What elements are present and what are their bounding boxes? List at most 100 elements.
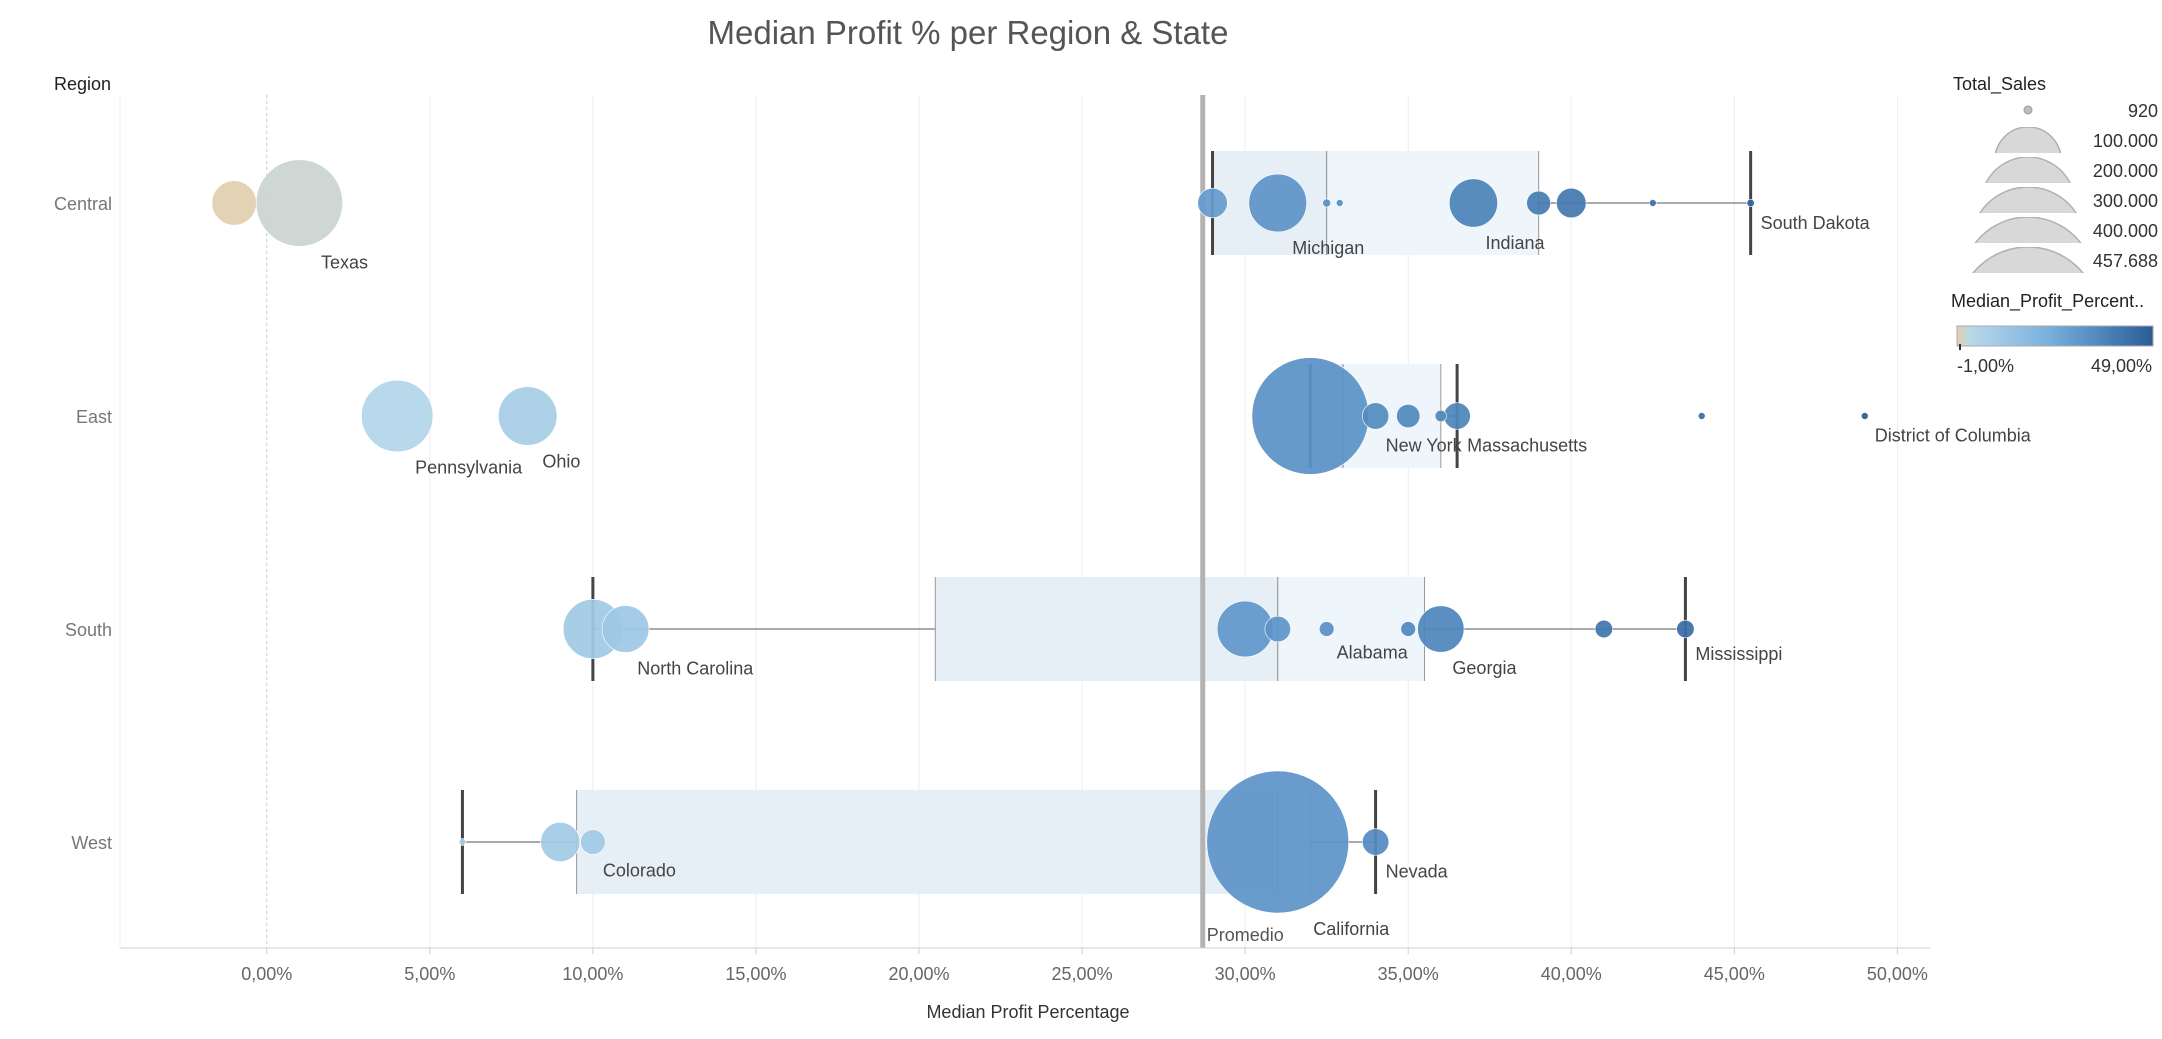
size-legend: 920 100.000 200.000 300.000 400.000 457.688 [1972, 101, 2158, 273]
data-point [1526, 190, 1551, 216]
box-lower [576, 790, 1278, 894]
data-point [1400, 621, 1416, 637]
size-legend-mark [1972, 247, 2084, 273]
size-legend-item: 457.688 [1972, 247, 2158, 273]
data-point [498, 386, 558, 446]
state-label: Colorado [603, 860, 676, 880]
size-legend-item: 200.000 [1985, 157, 2158, 183]
legend: Total_Sales 920 100.000 200.000 300.000 400.… [1951, 74, 2158, 376]
state-label: Mississippi [1695, 644, 1782, 664]
size-legend-item: 300.000 [1979, 187, 2158, 213]
region-label: East [76, 407, 112, 427]
data-point [1448, 178, 1498, 228]
data-point [1434, 409, 1447, 423]
data-point [1676, 619, 1695, 639]
state-label: Alabama [1337, 642, 1409, 662]
size-legend-label: 920 [2128, 101, 2158, 121]
data-point [580, 829, 606, 855]
size-legend-mark [1985, 157, 2071, 183]
boxplot-layer [460, 151, 1753, 894]
color-legend-title: Median_Profit_Percent.. [1951, 291, 2144, 312]
size-legend-item: 920 [2023, 101, 2158, 121]
size-legend-label: 300.000 [2093, 191, 2158, 211]
point-layer [211, 159, 1869, 914]
y-axis-title: Region [54, 74, 111, 94]
size-legend-mark [1979, 187, 2077, 213]
color-legend-bar [1956, 325, 2154, 347]
x-tick-label: 0,00% [241, 964, 292, 984]
reference-line-label: Promedio [1207, 925, 1284, 945]
size-legend-mark [2023, 105, 2033, 115]
state-label: North Carolina [637, 658, 754, 678]
data-point [1697, 412, 1706, 420]
state-label: Massachusetts [1467, 435, 1587, 455]
region-label: West [71, 833, 112, 853]
x-tick-label: 50,00% [1867, 964, 1928, 984]
data-point [1248, 173, 1307, 233]
data-point [458, 838, 467, 846]
color-legend-marker [1959, 344, 1961, 350]
data-point [1443, 402, 1471, 430]
data-point [361, 379, 434, 453]
data-point [1860, 412, 1869, 420]
data-point [1556, 187, 1587, 219]
size-legend-mark [1994, 127, 2062, 153]
data-point [1322, 198, 1332, 208]
data-point [1362, 402, 1390, 430]
state-label: Michigan [1292, 238, 1364, 258]
size-legend-item: 400.000 [1974, 217, 2158, 243]
data-point [1594, 619, 1613, 639]
state-label: Texas [321, 252, 368, 272]
data-point [1648, 199, 1657, 207]
x-tick-label: 20,00% [888, 964, 949, 984]
state-label: Nevada [1386, 861, 1449, 881]
state-label: Georgia [1452, 658, 1517, 678]
state-label: South Dakota [1761, 213, 1871, 233]
x-tick-label: 10,00% [562, 964, 623, 984]
data-point [540, 822, 581, 862]
axis-layer: 0,00% 5,00% 10,00% 15,00% 20,00% 25,00% 30,00%… [54, 95, 1930, 984]
x-tick-label: 45,00% [1704, 964, 1765, 984]
data-point [1362, 828, 1390, 856]
color-legend-max: 49,00% [2091, 356, 2152, 376]
chart-title: Median Profit % per Region & State [708, 14, 1229, 51]
data-point [601, 605, 650, 653]
state-label: California [1313, 919, 1390, 939]
size-legend-label: 400.000 [2093, 221, 2158, 241]
state-label: District of Columbia [1875, 426, 2032, 446]
box-upper [1277, 577, 1425, 681]
box-upper [1326, 151, 1539, 255]
data-point [1197, 187, 1228, 219]
data-point [211, 180, 257, 226]
x-tick-label: 5,00% [404, 964, 455, 984]
region-label: South [65, 620, 112, 640]
state-label: Pennsylvania [415, 458, 523, 478]
data-point [255, 159, 343, 247]
data-point [1746, 198, 1755, 208]
data-point [1251, 357, 1370, 475]
state-label-layer: Texas Michigan Indiana South Dakota Pennsylv… [321, 213, 2032, 939]
region-label: Central [54, 194, 112, 214]
x-tick-label: 35,00% [1378, 964, 1439, 984]
state-label: New York [1386, 435, 1463, 455]
data-point [1396, 403, 1421, 429]
x-tick-label: 40,00% [1541, 964, 1602, 984]
data-point [1206, 770, 1350, 914]
x-axis-title: Median Profit Percentage [926, 1002, 1129, 1022]
data-point [1335, 199, 1344, 207]
x-tick-label: 30,00% [1215, 964, 1276, 984]
data-point [1417, 605, 1465, 653]
size-legend-item: 100.000 [1994, 127, 2158, 153]
state-label: Indiana [1486, 233, 1546, 253]
x-tick-label: 25,00% [1052, 964, 1113, 984]
data-point [1264, 615, 1291, 643]
size-legend-label: 100.000 [2093, 131, 2158, 151]
state-label: Ohio [542, 451, 580, 471]
color-legend-min: -1,00% [1957, 356, 2014, 376]
data-point [1318, 621, 1335, 637]
size-legend-label: 457.688 [2093, 251, 2158, 271]
reference-line-layer: Promedio [1200, 95, 1284, 948]
x-tick-label: 15,00% [725, 964, 786, 984]
